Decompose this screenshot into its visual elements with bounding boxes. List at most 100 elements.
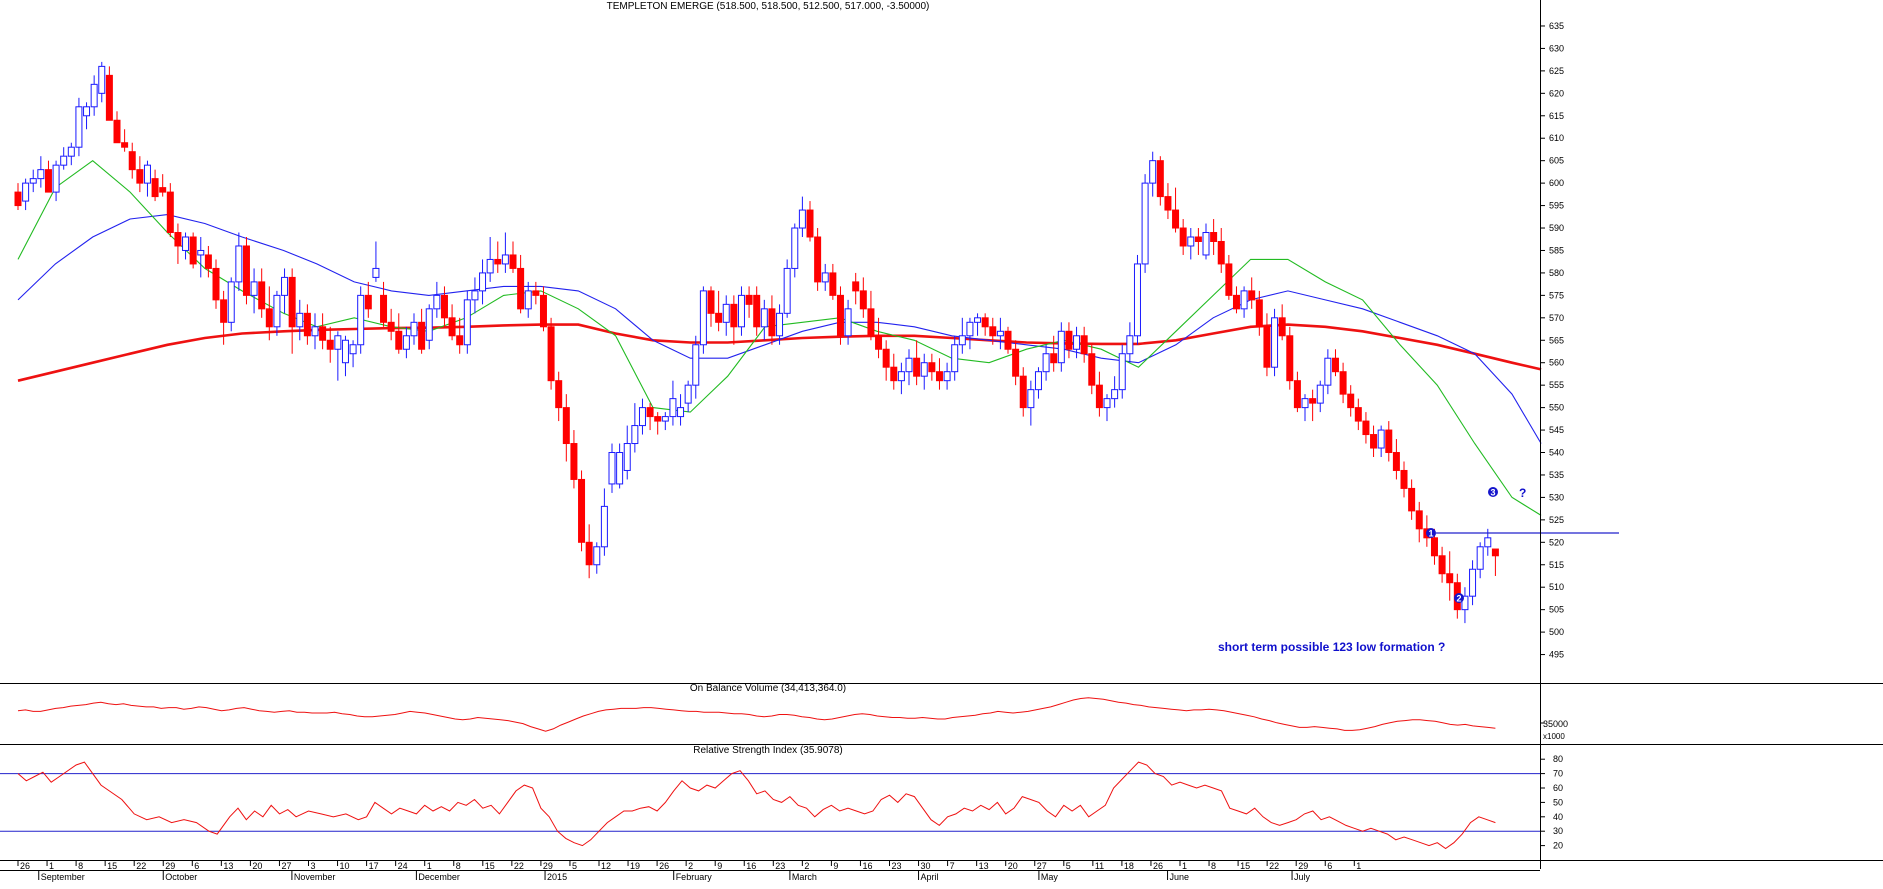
date-tick-label: 29 xyxy=(543,861,553,871)
candle-body xyxy=(448,317,456,337)
candle-body xyxy=(905,357,913,373)
candle xyxy=(1286,326,1294,390)
candle-body xyxy=(692,344,700,386)
candle-body xyxy=(920,362,928,377)
rsi-tick-label: 30 xyxy=(1553,826,1563,836)
candle xyxy=(897,362,905,395)
candle xyxy=(197,237,205,278)
date-tick-label: 18 xyxy=(1124,861,1134,871)
candle-body xyxy=(29,178,37,184)
candle xyxy=(395,313,403,354)
candle xyxy=(555,371,563,422)
candle xyxy=(882,340,890,381)
candle xyxy=(281,268,289,314)
price-tick-label: 545 xyxy=(1549,425,1564,435)
date-tick-label: 26 xyxy=(1153,861,1163,871)
date-tick-label: 29 xyxy=(165,861,175,871)
candle-body xyxy=(517,267,525,310)
candle-body xyxy=(1408,487,1416,512)
candle-body xyxy=(1476,546,1484,570)
date-tick-label: 23 xyxy=(775,861,785,871)
candle xyxy=(570,430,578,489)
price-tick-label: 510 xyxy=(1549,582,1564,592)
candle xyxy=(753,286,761,336)
candle xyxy=(1248,277,1256,309)
candle-body xyxy=(494,258,502,265)
candle xyxy=(402,326,410,359)
month-label: February xyxy=(676,872,713,882)
price-tick-label: 500 xyxy=(1549,627,1564,637)
candle xyxy=(121,129,129,152)
candle xyxy=(1004,326,1012,354)
candle-body xyxy=(1324,357,1332,386)
candle xyxy=(364,281,372,318)
candle-body xyxy=(1225,263,1233,296)
candle xyxy=(303,304,311,345)
candle-body xyxy=(608,452,616,485)
candle-body xyxy=(616,452,624,485)
price-tick-label: 605 xyxy=(1549,156,1564,166)
candle-body xyxy=(661,416,669,422)
date-tick-label: 5 xyxy=(1066,861,1071,871)
date-tick-label: 1 xyxy=(1182,861,1187,871)
candle-body xyxy=(14,191,22,207)
candle xyxy=(1392,439,1400,480)
price-tick-label: 495 xyxy=(1549,650,1564,660)
candle-body xyxy=(1400,469,1408,489)
candle-body xyxy=(1347,393,1355,409)
candle-body xyxy=(1073,335,1081,350)
obv-panel: On Balance Volume (34,413,364.0) 35000 x… xyxy=(17,683,1568,741)
candle-body xyxy=(75,106,83,148)
candle-body xyxy=(1491,548,1499,557)
candle-body xyxy=(387,321,395,332)
price-tick-label: 580 xyxy=(1549,268,1564,278)
date-tick-label: 15 xyxy=(1240,861,1250,871)
candle xyxy=(1027,380,1035,426)
candle-body xyxy=(311,326,319,337)
rsi-level-lines xyxy=(0,773,1540,832)
candle-body xyxy=(456,335,464,346)
candle xyxy=(875,317,883,359)
candle-body xyxy=(105,74,113,121)
svg-text:1: 1 xyxy=(1428,529,1433,539)
candle xyxy=(730,295,738,345)
candle xyxy=(151,169,159,202)
candle-body xyxy=(669,398,677,418)
candle xyxy=(920,353,928,390)
candle xyxy=(1172,187,1180,233)
candle xyxy=(1073,326,1081,359)
month-label: May xyxy=(1041,872,1059,882)
candle-body xyxy=(410,321,418,337)
price-tick-label: 575 xyxy=(1549,290,1564,300)
candle-body xyxy=(859,290,867,310)
price-tick-label: 590 xyxy=(1549,223,1564,233)
candle-body xyxy=(1088,353,1096,386)
candle xyxy=(1415,501,1423,543)
candle xyxy=(136,156,144,193)
date-tick-label: 2 xyxy=(688,861,693,871)
candle-body xyxy=(235,245,243,283)
candle xyxy=(1019,367,1027,417)
candle-body xyxy=(1316,384,1324,404)
candle xyxy=(760,299,768,341)
candle xyxy=(1469,560,1477,606)
candle-body xyxy=(935,371,943,382)
date-tick-label: 16 xyxy=(746,861,756,871)
candle xyxy=(1210,219,1218,255)
candle-body xyxy=(730,303,738,328)
candle xyxy=(1133,254,1141,345)
candle-body xyxy=(471,290,479,301)
candle xyxy=(1057,322,1065,372)
candle xyxy=(600,488,608,556)
price-chart-title: TEMPLETON EMERGE (518.500, 518.500, 512.… xyxy=(607,1,930,12)
candle-body xyxy=(319,326,327,341)
candle xyxy=(836,286,844,345)
candle xyxy=(258,268,266,318)
price-tick-label: 630 xyxy=(1549,43,1564,53)
candle xyxy=(296,299,304,341)
date-tick-label: 5 xyxy=(572,861,577,871)
candlestick-series xyxy=(14,61,1499,624)
candle xyxy=(684,380,692,413)
price-tick-label: 515 xyxy=(1549,560,1564,570)
rsi-line xyxy=(17,761,1496,850)
